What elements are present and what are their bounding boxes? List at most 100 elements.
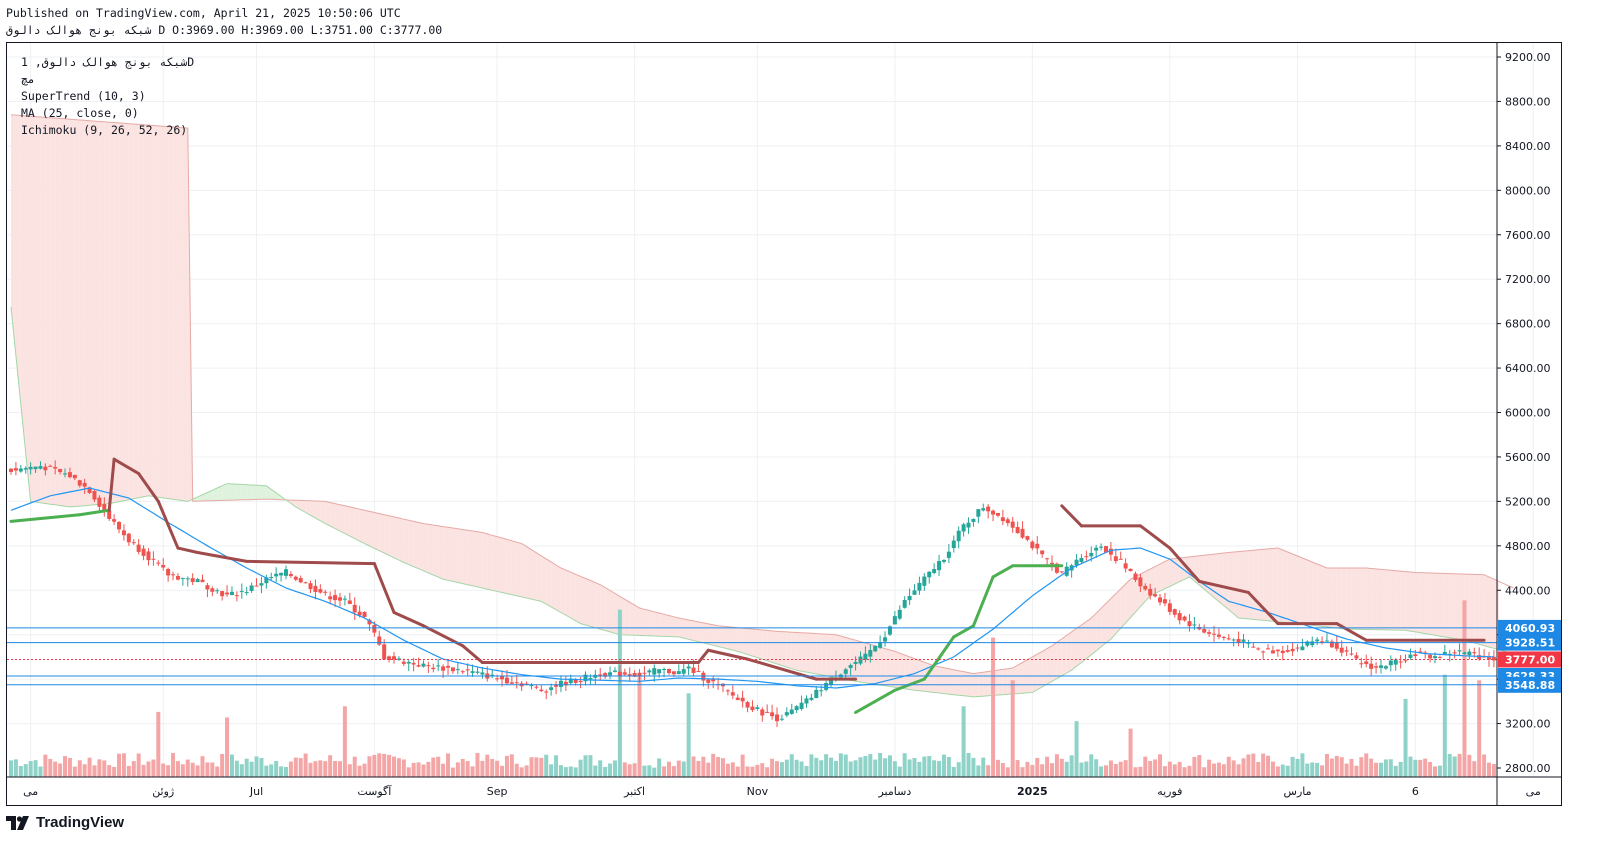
volume-bar	[991, 637, 996, 777]
volume-bar	[1447, 753, 1452, 777]
candle-body	[279, 572, 284, 576]
volume-bar	[1030, 764, 1035, 777]
candle-body	[1216, 634, 1221, 637]
ichimoku-cloud	[1317, 564, 1323, 627]
candle-body	[504, 677, 509, 684]
candle-body	[441, 666, 446, 671]
ichimoku-cloud	[271, 489, 277, 500]
supertrend-segment	[1138, 524, 1172, 550]
candle-body	[190, 578, 195, 582]
ichimoku-cloud	[811, 633, 817, 674]
ichimoku-cloud	[668, 615, 674, 637]
ichimoku-cloud	[560, 568, 566, 616]
ichimoku-cloud	[1307, 560, 1313, 626]
ichimoku-cloud	[546, 558, 552, 607]
ichimoku-cloud	[74, 119, 80, 507]
candle-body	[784, 712, 789, 716]
volume-bar	[323, 761, 328, 777]
ichimoku-cloud	[310, 500, 316, 519]
ichimoku-cloud	[865, 643, 871, 684]
volume-bar	[789, 754, 794, 777]
supertrend-segment	[245, 559, 376, 566]
volume-bar	[765, 767, 770, 777]
candle-body	[598, 674, 603, 677]
ichimoku-cloud	[1435, 573, 1440, 637]
volume-bar	[701, 756, 706, 777]
x-tick-label: فوریه	[1157, 785, 1182, 798]
candle-body	[1202, 629, 1207, 633]
ichimoku-cloud	[1405, 571, 1411, 632]
candle-body	[48, 465, 53, 467]
ichimoku-cloud	[497, 536, 503, 593]
ichimoku-cloud	[1047, 645, 1052, 685]
candle-body	[450, 667, 455, 672]
candle-body	[775, 714, 780, 722]
volume-bar	[82, 764, 87, 777]
ichimoku-cloud	[487, 533, 493, 591]
chart-frame[interactable]: 9200.00 8800.00 8400.00 8000.00 7600.00 7200.…	[6, 42, 1562, 806]
ichimoku-cloud	[723, 626, 728, 649]
volume-bar	[529, 757, 534, 777]
volume-bar	[205, 762, 210, 777]
candle-body	[706, 679, 711, 683]
candle-body	[627, 674, 632, 676]
volume-bar	[1010, 680, 1015, 777]
ichimoku-cloud	[1444, 573, 1450, 638]
candle-body	[1393, 659, 1398, 665]
candle-body	[1192, 624, 1197, 626]
ichimoku-cloud	[94, 121, 100, 505]
candle-body	[1477, 655, 1482, 659]
candle-body	[229, 591, 234, 596]
candle-body	[779, 718, 784, 720]
candle-body	[789, 709, 794, 714]
volume-bar	[1442, 674, 1447, 777]
candle-body	[274, 573, 279, 577]
legend-ma[interactable]: MA (25, close, 0)	[21, 106, 139, 120]
volume-bar	[259, 757, 264, 777]
volume-bar	[1040, 764, 1045, 777]
volume-bar	[387, 754, 392, 777]
volume-bar	[1324, 754, 1329, 777]
y-tick-label: 7200.00	[1505, 273, 1551, 286]
legend-symbol[interactable]: شبکه بونج هوالک دالوق, 1D	[21, 55, 195, 69]
ichimoku-cloud	[1322, 566, 1327, 627]
volume-bar	[1108, 760, 1113, 777]
ichimoku-cloud	[261, 485, 267, 500]
volume-bar	[706, 762, 711, 777]
candle-body	[1054, 563, 1059, 573]
volume-bar	[264, 765, 269, 777]
candle-body	[53, 466, 58, 469]
price-badge	[1498, 634, 1561, 651]
volume-bar	[1300, 753, 1305, 777]
volume-bar	[1143, 756, 1148, 777]
candle-body	[1251, 646, 1256, 648]
candle-body	[657, 669, 662, 674]
ichimoku-cloud	[875, 645, 881, 686]
volume-bar	[819, 760, 824, 777]
candle-body	[824, 682, 829, 690]
candle-body	[323, 591, 328, 593]
ichimoku-cloud	[1051, 642, 1057, 682]
volume-bar	[1216, 762, 1221, 777]
volume-bar	[313, 761, 318, 777]
volume-bar	[927, 756, 932, 777]
candle-body	[622, 672, 627, 675]
candle-body	[883, 637, 888, 642]
candle-body	[234, 595, 239, 597]
volume-bar	[671, 766, 676, 777]
volume-bar	[1197, 755, 1202, 777]
ichimoku-cloud	[1076, 624, 1082, 667]
ichimoku-cloud	[703, 622, 709, 645]
ichimoku-cloud	[1110, 593, 1116, 640]
candle-body	[1089, 552, 1094, 557]
tradingview-logo[interactable]: TradingView	[6, 814, 124, 831]
volume-bar	[500, 765, 505, 777]
ichimoku-cloud	[943, 667, 949, 695]
legend-supertrend[interactable]: SuperTrend (10, 3)	[21, 89, 146, 103]
volume-bar	[578, 759, 583, 777]
volume-bar	[279, 766, 284, 777]
candle-body	[367, 619, 372, 625]
candle-body	[1182, 616, 1187, 621]
chart-canvas[interactable]: 9200.00 8800.00 8400.00 8000.00 7600.00 7200.…	[7, 43, 1561, 805]
legend-ichimoku[interactable]: Ichimoku (9, 26, 52, 26)	[21, 123, 188, 137]
